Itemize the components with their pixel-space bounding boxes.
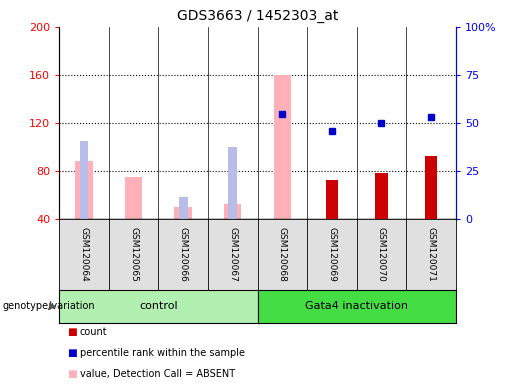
Bar bbox=[273, 75, 291, 219]
Text: GSM120070: GSM120070 bbox=[377, 227, 386, 282]
Bar bbox=[79, 141, 89, 219]
Text: GSM120069: GSM120069 bbox=[328, 227, 336, 282]
Bar bbox=[425, 157, 437, 219]
Bar bbox=[375, 173, 388, 219]
Bar bbox=[75, 161, 93, 219]
Text: GSM120067: GSM120067 bbox=[228, 227, 237, 282]
Bar bbox=[228, 147, 237, 219]
Bar bbox=[224, 205, 242, 219]
Bar bbox=[175, 207, 192, 219]
Bar bbox=[179, 197, 187, 219]
Text: GSM120071: GSM120071 bbox=[426, 227, 436, 282]
Text: percentile rank within the sample: percentile rank within the sample bbox=[80, 348, 245, 358]
Bar bbox=[125, 177, 142, 219]
Text: Gata4 inactivation: Gata4 inactivation bbox=[305, 301, 408, 311]
Text: genotype/variation: genotype/variation bbox=[3, 301, 95, 311]
Text: ■: ■ bbox=[67, 348, 77, 358]
Title: GDS3663 / 1452303_at: GDS3663 / 1452303_at bbox=[177, 9, 338, 23]
Text: GSM120068: GSM120068 bbox=[278, 227, 287, 282]
Text: control: control bbox=[139, 301, 178, 311]
Text: ▶: ▶ bbox=[49, 301, 57, 311]
Text: value, Detection Call = ABSENT: value, Detection Call = ABSENT bbox=[80, 369, 235, 379]
Bar bbox=[325, 180, 338, 219]
Text: GSM120066: GSM120066 bbox=[179, 227, 187, 282]
Text: ■: ■ bbox=[67, 369, 77, 379]
Text: GSM120064: GSM120064 bbox=[79, 227, 89, 282]
Text: count: count bbox=[80, 327, 108, 337]
Text: ■: ■ bbox=[67, 327, 77, 337]
Text: GSM120065: GSM120065 bbox=[129, 227, 138, 282]
